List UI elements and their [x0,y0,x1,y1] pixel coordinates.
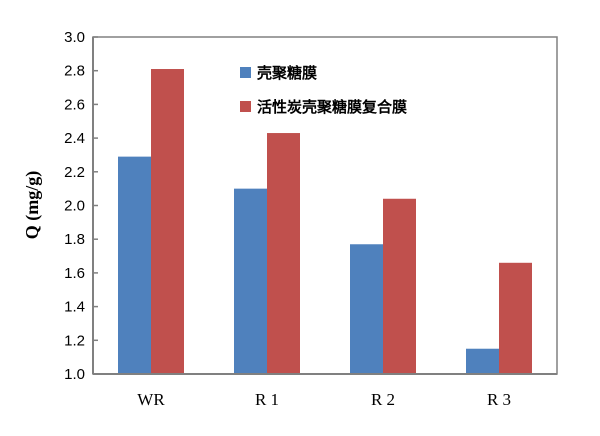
y-tick-label: 2.2 [64,164,85,181]
legend-label: 活性炭壳聚糖膜复合膜 [257,98,407,116]
legend-swatch [240,101,251,112]
bar-chitosan-2 [350,244,383,374]
bar-chitosan-1 [234,188,267,374]
y-tick-label: 1.4 [64,299,85,316]
bar-composite-3 [499,262,532,374]
bar-chitosan-0 [118,156,151,374]
y-tick-label: 1.6 [64,265,85,282]
y-tick-label: 2.4 [64,130,85,147]
bar-chitosan-3 [466,348,499,374]
y-tick-label: 1.2 [64,332,85,349]
y-tick-label: 1.8 [64,231,85,248]
bar-composite-0 [151,69,184,374]
bar-composite-2 [383,198,416,374]
bar-composite-1 [267,133,300,374]
x-category-label: R 1 [255,390,279,409]
y-axis-label: Q (mg/g) [22,171,43,239]
legend-label: 壳聚糖膜 [256,64,317,82]
y-tick-label: 3.0 [64,29,85,46]
y-tick-label: 2.0 [64,198,85,215]
x-category-label: R 2 [371,390,395,409]
legend-swatch [240,67,251,78]
y-tick-label: 2.8 [64,63,85,80]
y-tick-label: 2.6 [64,96,85,113]
x-category-label: WR [137,390,165,409]
x-category-label: R 3 [487,390,511,409]
y-tick-label: 1.0 [64,366,85,383]
